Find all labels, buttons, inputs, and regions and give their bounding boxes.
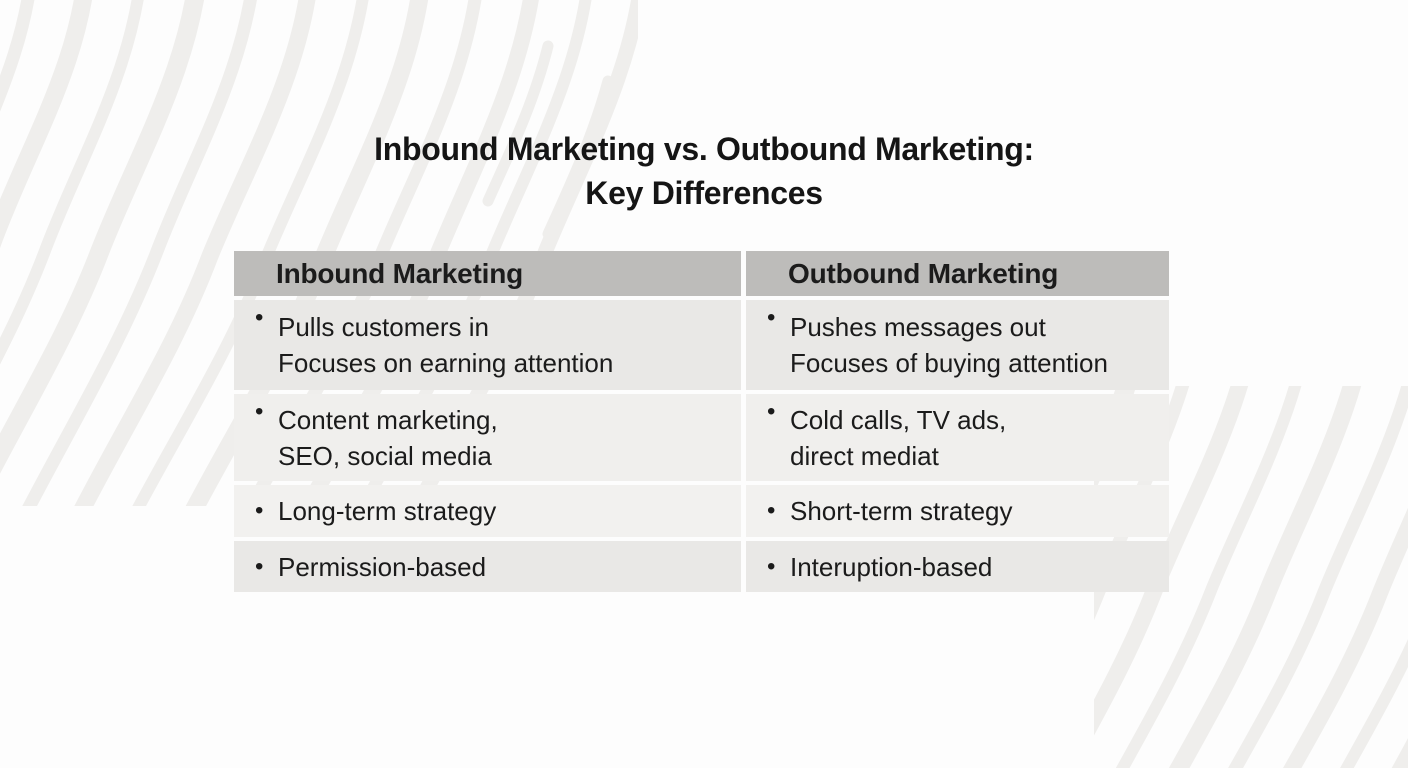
cell-text: Pushes messages out Focuses of buying at…	[790, 312, 1108, 378]
cell-row3-inbound: • Long-term strategy	[234, 485, 741, 537]
cell-text: Short-term strategy	[790, 496, 1013, 526]
bullet-icon: •	[767, 497, 776, 524]
cell-row2-inbound: • Content marketing, SEO, social media	[234, 394, 741, 481]
cell-row4-outbound: • Interuption-based	[746, 541, 1169, 592]
cell-text: Long-term strategy	[278, 496, 497, 526]
slide-title: Inbound Marketing vs. Outbound Marketing…	[0, 127, 1408, 215]
cell-text: Interuption-based	[790, 551, 993, 582]
slide-title-line1: Inbound Marketing vs. Outbound Marketing…	[374, 131, 1034, 167]
bullet-icon: •	[767, 304, 776, 331]
cell-row2-outbound: • Cold calls, TV ads, direct mediat	[746, 394, 1169, 481]
cell-row1-outbound: • Pushes messages out Focuses of buying …	[746, 300, 1169, 390]
bullet-icon: •	[255, 497, 264, 524]
bullet-icon: •	[255, 552, 264, 580]
cell-text: Pulls customers in Focuses on earning at…	[278, 312, 614, 378]
bullet-icon: •	[255, 398, 264, 425]
cell-row1-inbound: • Pulls customers in Focuses on earning …	[234, 300, 741, 390]
cell-row4-inbound: • Permission-based	[234, 541, 741, 592]
bullet-icon: •	[255, 304, 264, 331]
cell-text: Cold calls, TV ads, direct mediat	[790, 404, 1007, 471]
cell-text: Content marketing, SEO, social media	[278, 404, 498, 471]
comparison-table: Inbound Marketing Outbound Marketing • P…	[234, 251, 1169, 592]
slide-title-line2: Key Differences	[585, 175, 823, 211]
header-label-outbound: Outbound Marketing	[788, 257, 1059, 289]
bullet-icon: •	[767, 398, 776, 425]
header-cell-outbound: Outbound Marketing	[746, 251, 1169, 296]
cell-row3-outbound: • Short-term strategy	[746, 485, 1169, 537]
header-label-inbound: Inbound Marketing	[276, 257, 524, 289]
header-cell-inbound: Inbound Marketing	[234, 251, 741, 296]
bullet-icon: •	[767, 552, 776, 580]
cell-text: Permission-based	[278, 551, 487, 582]
